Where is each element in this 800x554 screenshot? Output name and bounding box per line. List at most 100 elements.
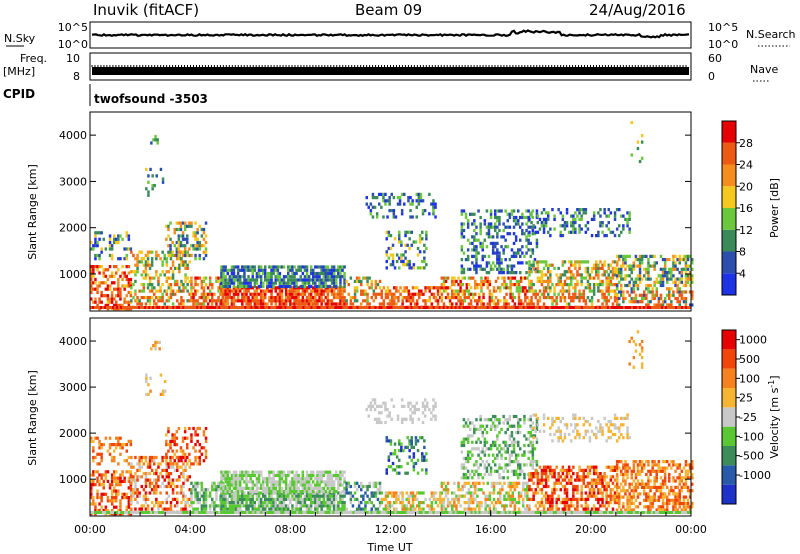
velocity-cell: [142, 494, 146, 498]
power-cell: [622, 293, 625, 297]
velocity-cell: [163, 484, 166, 489]
power-cell: [224, 302, 227, 306]
velocity-cell: [110, 483, 114, 487]
power-cell: [318, 292, 321, 296]
power-cell: [264, 268, 267, 272]
power-cell: [425, 246, 428, 251]
power-cell: [150, 276, 154, 280]
power-cell: [618, 271, 621, 275]
power-cell: [480, 306, 483, 309]
power-cell: [282, 278, 286, 282]
power-cell: [188, 221, 191, 225]
power-cell: [638, 280, 642, 284]
power-cell: [599, 266, 602, 270]
power-cell: [181, 221, 185, 225]
velocity-cell: [165, 497, 168, 501]
velocity-cell: [297, 501, 300, 505]
power-cell: [278, 281, 282, 285]
velocity-cell: [255, 477, 259, 481]
power-cell: [297, 302, 300, 306]
velocity-cell: [155, 468, 158, 472]
power-cell: [561, 260, 565, 264]
power-cell: [113, 274, 116, 278]
power-cell: [324, 268, 328, 272]
power-cell: [492, 286, 496, 290]
power-cell: [607, 292, 610, 296]
power-cell: [398, 199, 402, 203]
power-cell: [394, 306, 397, 309]
power-cell: [638, 271, 642, 275]
power-cell: [123, 274, 126, 278]
power-cell: [309, 278, 313, 282]
power-cell: [483, 254, 487, 258]
velocity-cell: [188, 488, 191, 492]
power-cell: [151, 174, 154, 178]
velocity-cell: [208, 491, 212, 495]
power-cell: [150, 263, 154, 267]
power-cell: [640, 296, 644, 301]
power-cell: [603, 263, 606, 267]
power-cell: [307, 275, 311, 279]
power-cell: [167, 296, 171, 300]
velocity-cell: [220, 480, 223, 484]
power-cell: [388, 306, 391, 309]
power-cell: [529, 225, 532, 229]
power-cell: [506, 225, 509, 229]
power-cell: [584, 276, 588, 280]
velocity-cell: [196, 455, 199, 460]
power-cell: [264, 275, 267, 279]
power-cell: [339, 284, 342, 289]
power-cell: [380, 296, 383, 300]
power-cell: [108, 284, 112, 288]
power-cell: [663, 274, 667, 278]
power-cell: [157, 276, 160, 280]
power-cell: [416, 302, 419, 306]
power-cell: [542, 208, 546, 212]
velocity-cell: [154, 340, 157, 344]
power-cell: [506, 219, 509, 223]
power-cell: [668, 267, 671, 271]
velocity-cell: [253, 507, 257, 511]
power-cell: [529, 241, 532, 245]
power-cell: [682, 283, 686, 288]
power-cell: [90, 290, 93, 295]
power-cell: [171, 273, 175, 277]
velocity-cell: [295, 470, 298, 474]
power-cell: [117, 268, 120, 272]
velocity-cell: [104, 436, 108, 440]
power-cell: [132, 253, 135, 258]
power-cell: [481, 254, 484, 258]
power-cell: [303, 299, 307, 303]
power-cell: [599, 224, 602, 228]
power-cell: [142, 286, 146, 290]
power-cell: [674, 283, 677, 288]
velocity-cell: [236, 486, 240, 490]
velocity-cell: [98, 452, 101, 456]
velocity-cell: [144, 455, 148, 460]
power-cell: [423, 209, 427, 213]
velocity-cell: [257, 480, 261, 484]
velocity-cell: [299, 483, 302, 487]
power-cell: [274, 302, 277, 306]
power-cell: [578, 260, 581, 264]
power-cell: [389, 263, 393, 267]
power-cell: [190, 224, 193, 228]
velocity-cell: [247, 504, 250, 508]
velocity-cell: [234, 501, 238, 505]
power-cell: [679, 306, 682, 309]
power-cell: [349, 302, 353, 306]
velocity-cell: [220, 483, 223, 487]
power-cell: [395, 296, 398, 300]
velocity-cell: [299, 501, 302, 505]
power-cell: [293, 271, 296, 276]
power-cell: [108, 253, 112, 258]
velocity-cell: [335, 497, 338, 501]
velocity-cell: [297, 507, 300, 511]
power-cell: [339, 281, 342, 285]
velocity-cell: [280, 507, 284, 511]
velocity-cell: [211, 497, 214, 501]
power-cell: [200, 283, 204, 287]
velocity-cell: [278, 497, 282, 501]
power-cell: [416, 292, 419, 296]
